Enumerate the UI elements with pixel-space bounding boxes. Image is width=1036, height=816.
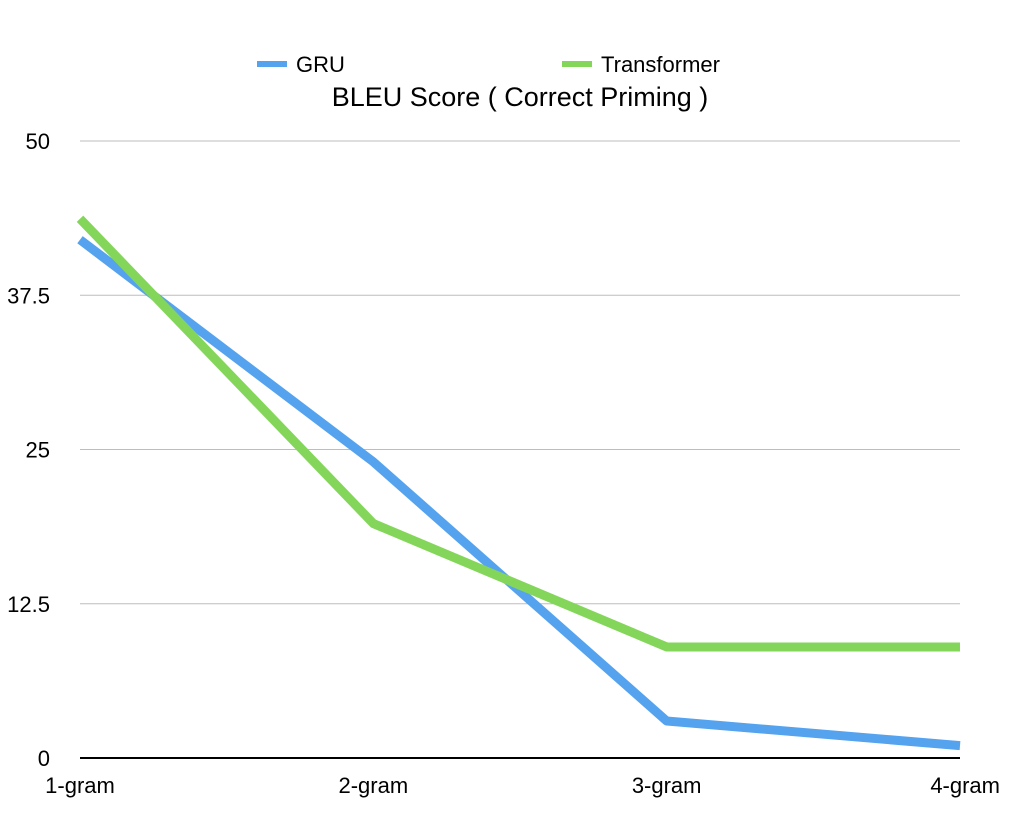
legend: GRU Transformer (257, 52, 720, 77)
x-tick-label: 2-gram (338, 773, 408, 798)
y-tick-label: 0 (38, 746, 50, 771)
x-axis: 1-gram 2-gram 3-gram 4-gram (45, 773, 1000, 798)
y-tick-label: 50 (26, 129, 50, 154)
y-tick-label: 37.5 (7, 283, 50, 308)
legend-label-transformer: Transformer (601, 52, 720, 77)
x-tick-label: 4-gram (930, 773, 1000, 798)
y-tick-label: 25 (26, 438, 50, 463)
y-axis: 0 12.5 25 37.5 50 (7, 129, 50, 771)
series-line-gru (77, 236, 961, 751)
x-tick-label: 3-gram (632, 773, 702, 798)
x-tick-label: 1-gram (45, 773, 115, 798)
gridlines (80, 140, 960, 759)
series-line-transformer (76, 215, 960, 652)
y-tick-label: 12.5 (7, 592, 50, 617)
series-lines (76, 215, 961, 751)
chart-title: BLEU Score ( Correct Priming ) (332, 82, 709, 112)
legend-label-gru: GRU (296, 52, 345, 77)
